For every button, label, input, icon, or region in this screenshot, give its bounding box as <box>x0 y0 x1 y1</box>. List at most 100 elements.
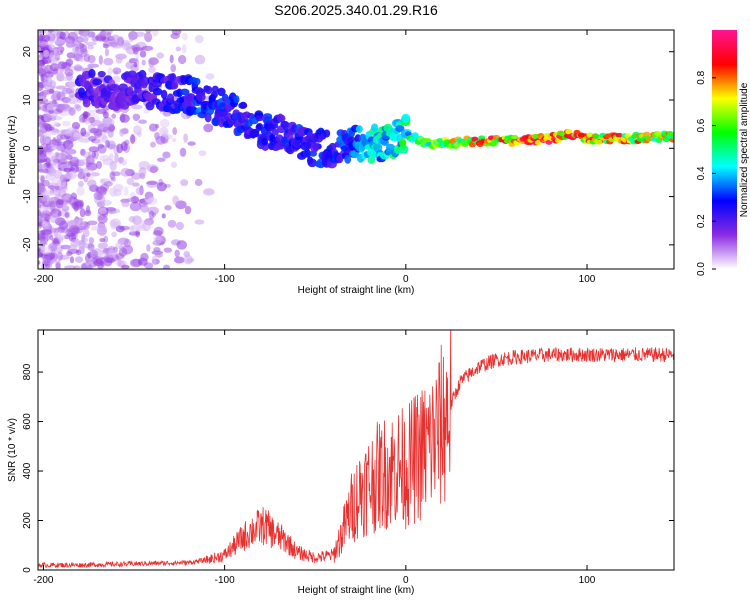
spectrogram-noise-cell <box>62 205 70 212</box>
y-tick-label: 600 <box>22 413 33 430</box>
spectrogram-noise-cell <box>43 49 49 58</box>
spectrogram-noise-cell <box>60 150 69 161</box>
spectrogram-ridge-cell <box>278 114 286 123</box>
spectrogram-noise-cell <box>55 145 63 150</box>
spectrogram-noise-cell <box>75 104 82 112</box>
spectrogram-noise-cell <box>126 178 134 186</box>
spectrogram-noise-cell <box>66 251 73 256</box>
spectrogram-noise-cell <box>62 139 74 150</box>
colorbar-tick-label: 0.0 <box>696 262 707 276</box>
spectrogram-noise-cell <box>141 45 154 51</box>
spectrogram-ridge-cell <box>643 131 651 137</box>
spectrogram-noise-cell <box>152 30 159 37</box>
spectrogram-noise-cell <box>133 62 138 68</box>
spectrogram-ridge-cell <box>145 101 155 111</box>
snr-series-line <box>38 330 674 569</box>
spectrogram-noise-cell <box>162 151 171 159</box>
spectrogram-ridge-cell <box>411 132 419 138</box>
spectrogram-noise-cell <box>98 207 107 215</box>
spectrogram-ridge-cell <box>169 72 177 83</box>
spectrogram-ridge-cell <box>271 128 279 136</box>
spectrogram-noise-cell <box>47 166 57 177</box>
spectrogram-noise-cell <box>100 226 106 235</box>
spectrogram-ridge-cell <box>132 96 141 103</box>
spectrogram-noise-cell <box>194 34 204 44</box>
spectrogram-noise-cell <box>110 219 117 230</box>
spectrogram-noise-cell <box>128 215 136 223</box>
spectrogram-ridge-cell <box>586 132 594 138</box>
colorbar-tick-label: 0.8 <box>696 70 707 84</box>
spectrogram-ridge-cell <box>370 123 379 132</box>
spectrogram-noise-cell <box>56 251 63 262</box>
spectrogram-noise-cell <box>39 153 46 160</box>
y-tick-label: 0 <box>22 145 33 151</box>
spectrogram-ridge-cell <box>615 132 623 138</box>
spectrogram-noise-cell <box>49 51 58 62</box>
spectrogram-noise-cell <box>50 155 59 166</box>
spectrogram-noise-cell <box>151 255 157 266</box>
spectrogram-ridge-cell <box>565 129 573 135</box>
spectrogram-noise-cell <box>38 46 42 52</box>
spectrogram-ridge-cell <box>592 134 600 140</box>
spectrogram-noise-cell <box>133 31 146 38</box>
spectrogram-noise-cell <box>180 179 189 187</box>
spectrogram-noise-cell <box>203 188 215 196</box>
spectrogram-noise-cell <box>63 167 72 173</box>
spectrogram-noise-cell <box>180 147 187 157</box>
spectrogram-noise-cell <box>44 195 50 205</box>
spectrogram-noise-cell <box>156 182 167 192</box>
spectrogram-noise-cell <box>59 103 71 112</box>
spectrogram-noise-cell <box>46 103 58 111</box>
spectrogram-noise-cell <box>138 167 147 177</box>
spectrogram-noise-cell <box>150 141 156 148</box>
spectrogram-noise-cell <box>73 217 84 222</box>
spectrogram-noise-cell <box>38 30 44 35</box>
spectrogram-noise-cell <box>129 201 142 212</box>
x-tick-label: 0 <box>403 575 409 586</box>
spectrogram-ridge-cell <box>233 95 240 104</box>
spectrogram-ridge-cell <box>166 93 175 103</box>
spectrogram-ridge-cell <box>355 125 363 133</box>
spectrogram-noise-cell <box>88 135 97 142</box>
spectrogram-noise-cell <box>172 127 178 136</box>
spectrogram-noise-cell <box>87 179 97 188</box>
spectrogram-noise-cell <box>176 240 188 250</box>
spectrogram-noise-cell <box>55 85 67 90</box>
spectrogram-noise-cell <box>105 139 110 148</box>
spectrogram-noise-cell <box>107 249 117 258</box>
spectrogram-noise-cell <box>55 228 62 238</box>
spectrogram-noise-cell <box>123 186 129 197</box>
spectrogram-noise-cell <box>95 35 107 42</box>
spectrogram-noise-cell <box>121 159 128 166</box>
spectrogram-noise-cell <box>203 123 214 133</box>
spectrogram-noise-cell <box>178 54 187 65</box>
colorbar-tick-label: 0.2 <box>696 214 707 228</box>
spectrogram-noise-cell <box>53 30 60 39</box>
spectrogram-noise-cell <box>52 38 65 45</box>
spectrogram-noise-cell <box>153 226 164 236</box>
spectrogram-noise-cell <box>40 175 45 185</box>
spectrogram-noise-cell <box>88 146 100 153</box>
spectrogram-ridge-cell <box>88 68 96 79</box>
spectrogram-noise-cell <box>56 199 64 205</box>
x-tick-label: 100 <box>579 575 596 586</box>
spectrogram-noise-cell <box>107 67 113 76</box>
spectrogram-noise-cell <box>121 264 130 269</box>
spectrogram-noise-cell <box>38 168 48 173</box>
spectrogram-noise-cell <box>68 107 76 116</box>
snr-background <box>38 330 674 570</box>
spectrogram-ridge-cell <box>399 138 407 148</box>
spectrogram-ridge-cell <box>251 130 259 138</box>
spectrogram-noise-cell <box>38 233 41 241</box>
spectrogram-noise-cell <box>107 207 117 215</box>
spectrogram-noise-cell <box>69 156 80 167</box>
spectrogram-noise-cell <box>108 123 115 133</box>
spectrogram-noise-cell <box>97 214 108 224</box>
spectrogram-noise-cell <box>55 262 61 269</box>
spectrogram-noise-cell <box>187 141 196 146</box>
spectrogram-noise-cell <box>66 42 77 48</box>
spectrogram-noise-cell <box>156 52 165 59</box>
spectrogram-noise-cell <box>153 235 162 244</box>
spectrogram-noise-cell <box>38 104 41 111</box>
